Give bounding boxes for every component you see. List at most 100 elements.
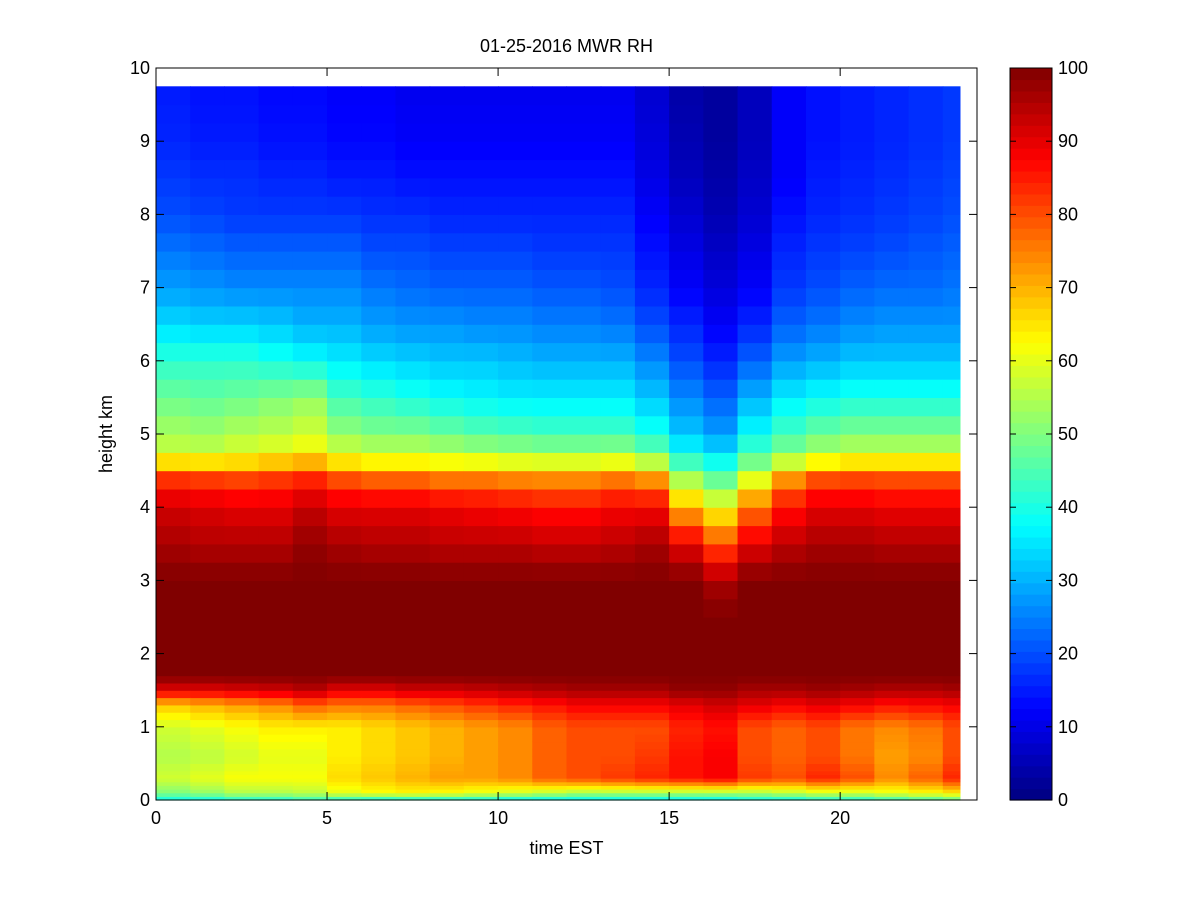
heatmap-cell — [566, 704, 602, 713]
heatmap-cell — [737, 507, 773, 527]
heatmap-cell — [669, 269, 704, 289]
heatmap-cell — [224, 690, 260, 699]
heatmap-cell — [190, 675, 226, 684]
colorbar-step — [1010, 456, 1052, 469]
heatmap-cell — [669, 796, 704, 801]
heatmap-cell — [532, 196, 568, 215]
heatmap-cell — [771, 668, 807, 677]
heatmap-cell — [874, 543, 910, 563]
heatmap-cell — [395, 617, 431, 636]
colorbar-step — [1010, 388, 1052, 401]
heatmap-cell — [156, 159, 191, 179]
heatmap-cell — [771, 122, 807, 142]
heatmap-cell — [840, 774, 875, 779]
heatmap-cell — [463, 774, 499, 779]
heatmap-cell — [874, 781, 910, 786]
heatmap-cell — [805, 726, 841, 735]
heatmap-cell — [805, 734, 841, 743]
x-tick-label: 5 — [322, 808, 332, 828]
heatmap-cell — [874, 763, 910, 772]
heatmap-cell — [532, 507, 568, 527]
colorbar-step — [1010, 170, 1052, 183]
heatmap-cell — [840, 734, 875, 743]
heatmap-cell — [771, 785, 807, 790]
heatmap-cell — [292, 159, 328, 179]
heatmap-cell — [942, 543, 961, 563]
heatmap-cell — [566, 562, 602, 581]
heatmap-cell — [498, 770, 533, 775]
heatmap-cell — [156, 697, 191, 706]
heatmap-cell — [190, 251, 226, 270]
heatmap-cell — [566, 789, 602, 794]
heatmap-cell — [361, 177, 397, 197]
heatmap-cell — [669, 697, 704, 706]
colorbar-tick-label: 40 — [1058, 497, 1078, 517]
heatmap-cell — [874, 719, 910, 728]
heatmap-cell — [703, 86, 739, 106]
heatmap-cell — [805, 196, 841, 215]
colorbar-step — [1010, 239, 1052, 252]
heatmap-cell — [361, 342, 397, 362]
heatmap-cell — [395, 452, 431, 472]
heatmap-cell — [532, 690, 568, 699]
heatmap-cell — [258, 653, 294, 669]
heatmap-cell — [429, 778, 465, 783]
heatmap-cell — [498, 690, 533, 699]
heatmap-cell — [156, 675, 191, 684]
heatmap-cell — [258, 741, 294, 750]
heatmap-cell — [874, 104, 910, 124]
heatmap-cell — [224, 196, 260, 215]
heatmap-cell — [429, 122, 465, 142]
heatmap-cell — [532, 177, 568, 197]
heatmap-cell — [874, 196, 910, 215]
heatmap-cell — [498, 781, 533, 786]
heatmap-cell — [327, 214, 362, 234]
heatmap-cell — [190, 342, 226, 362]
heatmap-cell — [498, 748, 533, 757]
heatmap-cell — [463, 675, 499, 684]
heatmap-cell — [566, 796, 602, 801]
heatmap-cell — [327, 305, 362, 325]
heatmap-cell — [463, 305, 499, 325]
heatmap-cell — [874, 774, 910, 779]
heatmap-cell — [532, 159, 568, 179]
heatmap-cell — [463, 434, 499, 453]
heatmap-cell — [703, 796, 739, 801]
heatmap-cell — [498, 379, 533, 398]
heatmap-cell — [395, 682, 431, 691]
heatmap-cell — [805, 434, 841, 453]
heatmap-cell — [292, 789, 328, 794]
heatmap-cell — [395, 781, 431, 786]
colorbar-step — [1010, 148, 1052, 161]
heatmap-cell — [429, 635, 465, 655]
heatmap-cell — [156, 789, 191, 794]
heatmap-cell — [600, 452, 636, 472]
heatmap-cell — [224, 488, 260, 508]
heatmap-cell — [908, 653, 944, 669]
heatmap-cell — [361, 159, 397, 179]
heatmap-cell — [190, 214, 226, 234]
heatmap-cell — [429, 342, 465, 362]
heatmap-cell — [874, 214, 910, 234]
heatmap-cell — [634, 434, 670, 453]
heatmap-cell — [805, 141, 841, 161]
heatmap-cell — [737, 543, 773, 563]
heatmap-cell — [840, 697, 875, 706]
heatmap-cell — [327, 682, 362, 691]
heatmap-cell — [292, 785, 328, 790]
heatmap-cell — [429, 104, 465, 124]
heatmap-cell — [429, 397, 465, 417]
heatmap-cell — [258, 269, 294, 289]
heatmap-cell — [224, 741, 260, 750]
heatmap-cell — [498, 488, 533, 508]
heatmap-cell — [908, 675, 944, 684]
heatmap-cell — [771, 712, 807, 721]
heatmap-cell — [805, 415, 841, 435]
heatmap-cell — [737, 287, 773, 307]
heatmap-cell — [600, 741, 636, 750]
heatmap-cell — [361, 635, 397, 655]
heatmap-cell — [327, 397, 362, 417]
heatmap-cell — [703, 360, 739, 380]
heatmap-cell — [942, 690, 961, 699]
heatmap-cell — [942, 792, 961, 797]
